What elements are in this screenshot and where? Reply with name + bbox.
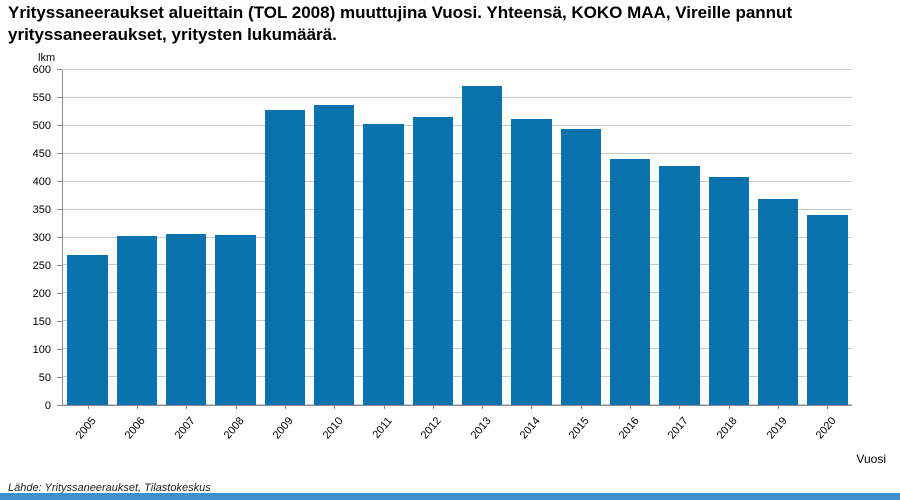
bar-2009 [264,110,306,405]
y-tick-label: 550 [32,92,51,104]
gridline [63,236,852,238]
x-tick-label: 2015 [567,415,592,442]
y-tick-label: 50 [38,372,51,385]
y-tick-mark [57,377,62,378]
x-tick-label: 2011 [370,415,395,441]
y-tick-mark [57,265,62,266]
x-tick-mark [827,405,829,409]
gridline [63,152,852,154]
bar-2010 [314,104,355,405]
x-tick-label: 2017 [665,415,691,442]
y-tick-label: 600 [32,64,51,76]
chart-title: Yrityssaneeraukset alueittain (TOL 2008)… [8,3,793,45]
gridline [63,376,852,378]
bar-2018 [708,177,749,405]
x-tick-label: 2007 [172,415,198,442]
x-tick-label: 2018 [714,415,740,442]
gridline [63,348,852,350]
x-tick-mark [334,405,336,409]
y-tick-mark [57,321,62,322]
x-tick-mark [728,405,730,409]
y-tick-label: 0 [44,400,51,412]
y-tick-label: 400 [32,176,51,189]
bar-2013 [461,86,503,405]
bar-2017 [659,166,700,405]
y-tick-mark [57,125,62,126]
gridline [63,180,852,182]
gridline [63,208,852,210]
y-tick-mark [57,97,62,98]
x-tick-mark [778,405,780,409]
gridline [63,69,852,70]
source-note: Lähde: Yrityssaneeraukset, Tilastokeskus [8,482,211,494]
x-tick-label: 2016 [616,415,642,442]
x-tick-label: 2006 [123,415,149,442]
bar-2006 [116,236,158,405]
gridline [63,404,852,405]
y-tick-label: 500 [32,120,51,132]
x-tick-mark [679,405,681,409]
gridline [63,264,852,266]
gridline [63,124,852,126]
y-axis-unit-label: lkm [38,52,56,64]
y-tick-mark [57,293,62,294]
bar-2012 [412,117,454,405]
bar-2015 [560,128,601,405]
x-tick-label: 2019 [764,415,790,442]
bar-2016 [609,159,651,405]
y-tick-label: 200 [32,288,51,301]
x-tick-mark [531,405,533,409]
x-tick-label: 2008 [221,415,247,442]
y-axis: 0 50 100 150 200 250 300 350 400 450 500 550 600 [0,64,62,412]
x-tick-mark [186,405,188,409]
y-tick-label: 350 [32,204,51,216]
y-tick-mark [57,209,62,210]
x-tick-mark [432,405,434,409]
x-tick-mark [482,405,484,409]
x-tick-label: 2012 [419,415,445,442]
y-tick-mark [57,69,62,70]
x-tick-label: 2013 [468,415,494,442]
y-tick-label: 450 [32,148,51,160]
bar-2014 [511,119,552,405]
gridline [63,96,852,98]
y-tick-mark [57,349,62,350]
bar-2007 [166,234,207,405]
y-tick-mark [57,237,62,238]
bar-2020 [807,215,848,405]
x-tick-label: 2014 [517,415,543,442]
bar-2011 [363,124,404,405]
gridline [63,320,852,322]
x-tick-label: 2009 [271,415,297,442]
bar-2005 [67,254,108,405]
x-tick-mark [87,405,89,409]
bar-chart: 0 50 100 150 200 250 300 350 400 450 500 550 600 200… [0,64,900,441]
x-tick-label: 2020 [813,415,839,442]
plot-area: 2005 2006 2007 2008 2009 2010 2011 2012 2013 2014… [62,69,852,441]
bar-2019 [757,198,799,405]
x-tick-mark [284,405,286,409]
x-tick-mark [580,405,582,409]
horizontal-scrollbar[interactable] [0,493,900,500]
y-tick-label: 100 [32,344,51,357]
x-tick-mark [235,405,237,409]
y-tick-mark [57,405,62,406]
y-tick-mark [57,153,62,154]
y-tick-mark [57,181,62,182]
x-tick-mark [630,405,632,409]
bar-2008 [215,235,256,405]
x-tick-mark [136,405,138,409]
x-tick-mark [383,405,385,409]
gridline [63,292,852,294]
y-tick-label: 300 [32,232,51,244]
y-tick-label: 250 [32,260,51,272]
x-axis-title: Vuosi [856,452,886,466]
x-tick-label: 2005 [73,415,99,442]
scrollbar-thumb[interactable] [0,493,900,500]
x-tick-label: 2010 [320,415,346,442]
y-tick-label: 150 [32,316,51,328]
